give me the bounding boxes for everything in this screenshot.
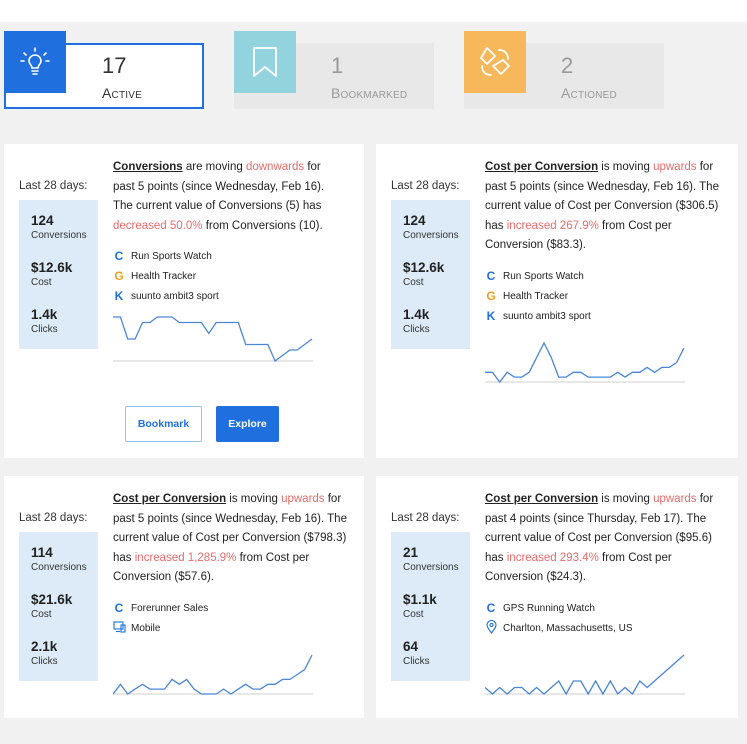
metric-value: 124 [403, 213, 426, 228]
metric-label: Clicks [403, 324, 430, 335]
segment-item: C Forerunner Sales [114, 601, 209, 615]
metric-link[interactable]: Conversions [113, 161, 183, 173]
segment-item: C Run Sports Watch [114, 249, 212, 263]
insight-card: Last 28 days: 114 Conversions $21.6k Cos… [4, 476, 364, 718]
recycle-arrows-icon [464, 31, 526, 93]
tab-bookmarked[interactable]: 1 Bookmarked [234, 31, 434, 109]
metric-label: Cost [403, 609, 424, 620]
insight-description: Cost per Conversion is moving upwards fo… [113, 493, 347, 583]
location-pin-icon [485, 619, 497, 637]
metric-label: Clicks [31, 324, 58, 335]
metric-label: Conversions [403, 562, 459, 573]
segment-item: G Health Tracker [114, 269, 197, 283]
period-label: Last 28 days: [391, 512, 460, 524]
metric-value: 1.4k [31, 307, 58, 322]
segment-item: C GPS Running Watch [486, 601, 595, 615]
tab-actioned-label: Actioned [561, 85, 617, 101]
insight-description: Cost per Conversion is moving upwards fo… [485, 493, 714, 583]
lightbulb-icon [4, 31, 66, 93]
metrics-panel: 124 Conversions $12.6k Cost 1.4k Clicks [19, 200, 98, 349]
metric-value: 114 [31, 545, 53, 560]
trend-direction: upwards [653, 493, 697, 505]
metric-link[interactable]: Cost per Conversion [113, 493, 227, 505]
metric-label: Cost [31, 609, 52, 620]
metric-value: 2.1k [31, 639, 58, 654]
tab-bookmarked-label: Bookmarked [331, 85, 408, 101]
trend-direction: upwards [653, 161, 697, 173]
metrics-panel: 124 Conversions $12.6k Cost 1.4k Clicks [391, 200, 470, 349]
campaign-icon: C [114, 601, 124, 615]
tab-actioned[interactable]: 2 Actioned [464, 31, 664, 109]
sparkline-chart [113, 654, 313, 695]
metric-value: 124 [31, 213, 54, 228]
metric-label: Cost [403, 277, 424, 288]
metric-value: $1.1k [403, 592, 437, 607]
tab-active[interactable]: 17 Active [4, 31, 204, 109]
metric-value: 64 [403, 639, 419, 654]
tab-bookmarked-count: 1 [331, 53, 344, 78]
metric-label: Conversions [31, 562, 87, 573]
change-amount: decreased 50.0% [113, 219, 203, 232]
period-label: Last 28 days: [19, 512, 88, 524]
keyword-icon: K [114, 289, 124, 303]
device-icon [113, 620, 126, 636]
sparkline-line [485, 341, 685, 384]
keyword-icon: K [486, 309, 496, 323]
period-label: Last 28 days: [391, 180, 460, 192]
change-amount: increased 293.4% [506, 551, 599, 564]
sparkline-chart [485, 341, 685, 384]
metric-link[interactable]: Cost per Conversion [485, 161, 599, 173]
trend-direction: upwards [281, 493, 325, 505]
metric-value: $12.6k [31, 260, 73, 275]
change-amount: increased 1,285.9% [134, 551, 237, 564]
insight-description: Cost per Conversion is moving upwards fo… [485, 161, 719, 251]
sparkline-line [485, 654, 685, 696]
metrics-panel: 21 Conversions $1.1k Cost 64 Clicks [391, 532, 470, 681]
bookmark-icon [234, 31, 296, 93]
metric-label: Conversions [403, 230, 459, 241]
campaign-icon: C [486, 601, 496, 615]
metric-value: 1.4k [403, 307, 430, 322]
trend-direction: downwards [245, 161, 305, 173]
tab-active-count: 17 [102, 53, 127, 78]
adgroup-icon: G [114, 269, 124, 283]
segment-item: Mobile [113, 618, 160, 638]
metric-value: $21.6k [31, 592, 73, 607]
metric-value: 21 [403, 545, 419, 560]
metric-link[interactable]: Cost per Conversion [485, 493, 599, 505]
segment-item: Charlton, Massachusetts, US [485, 618, 633, 638]
metric-label: Cost [31, 277, 52, 288]
adgroup-icon: G [486, 289, 496, 303]
metric-label: Clicks [403, 656, 430, 667]
segment-item: C Run Sports Watch [486, 269, 584, 283]
campaign-icon: C [114, 249, 124, 263]
sparkline-chart [485, 654, 685, 696]
top-bar [0, 0, 747, 22]
bookmark-button[interactable]: Bookmark [125, 406, 202, 442]
period-label: Last 28 days: [19, 180, 88, 192]
tab-active-label: Active [102, 85, 142, 101]
campaign-icon: C [486, 269, 496, 283]
change-amount: increased 267.9% [506, 219, 599, 232]
sparkline-chart [113, 316, 313, 363]
explore-button[interactable]: Explore [216, 406, 279, 442]
metric-label: Conversions [31, 230, 87, 241]
segment-item: G Health Tracker [486, 289, 569, 303]
metric-value: $12.6k [403, 260, 445, 275]
sparkline-line [113, 654, 313, 695]
metrics-panel: 114 Conversions $21.6k Cost 2.1k Clicks [19, 532, 98, 681]
sparkline-line [113, 316, 313, 363]
tab-actioned-count: 2 [561, 53, 574, 78]
insight-card: Last 28 days: 21 Conversions $1.1k Cost … [376, 476, 738, 718]
insight-description: Conversions are moving downwards for pas… [113, 161, 325, 232]
insight-card: Last 28 days: 124 Conversions $12.6k Cos… [4, 144, 364, 458]
metric-label: Clicks [31, 656, 58, 667]
insight-card: Last 28 days: 124 Conversions $12.6k Cos… [376, 144, 738, 458]
